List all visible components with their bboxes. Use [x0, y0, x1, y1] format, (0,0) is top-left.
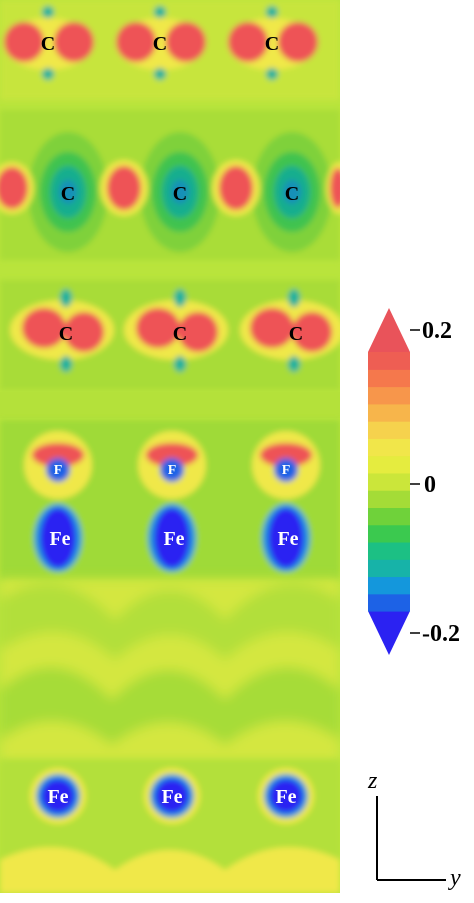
colorbar — [368, 308, 410, 655]
atom-label-fe: Fe — [47, 786, 68, 808]
atom-label-fe: Fe — [163, 528, 184, 550]
colorbar-min-label: -0.2 — [422, 621, 460, 647]
atom-label-c: C — [41, 33, 55, 55]
interstitial-pattern — [0, 580, 340, 760]
contour-map: C C C C C C C C C F F F Fe Fe Fe Fe Fe F… — [0, 0, 340, 893]
colorbar-level — [368, 455, 410, 474]
colorbar-level — [368, 421, 410, 439]
colorbar-level — [368, 352, 410, 370]
axes-indicator: z y — [367, 768, 461, 891]
z-axis-label: z — [367, 768, 378, 794]
colorbar-level — [368, 490, 410, 508]
colorbar-level — [368, 524, 410, 543]
colorbar-level — [368, 386, 410, 405]
atom-label-fe: Fe — [161, 786, 182, 808]
atom-label-c: C — [61, 183, 75, 205]
atom-label-c: C — [173, 323, 187, 345]
colorbar-level — [368, 438, 410, 457]
layer-c-bottom — [0, 280, 340, 390]
colorbar-level — [368, 507, 410, 526]
atom-labels: C C C C C C C C C F F F Fe Fe Fe Fe Fe F… — [41, 33, 303, 808]
colorbar-max-label: 0.2 — [422, 318, 452, 344]
atom-label-f: F — [168, 463, 177, 478]
colorbar-mid-label: 0 — [424, 472, 436, 498]
atom-label-c: C — [173, 183, 187, 205]
colorbar-level — [368, 593, 410, 612]
interlayer-band — [0, 392, 340, 418]
colorbar-min-arrow — [368, 611, 410, 655]
layer-fe-bottom — [0, 760, 340, 893]
colorbar-level — [368, 472, 410, 491]
y-axis-label: y — [448, 865, 461, 891]
layer-c-middle — [0, 110, 340, 260]
atom-label-fe: Fe — [277, 528, 298, 550]
layer-fe-surface — [0, 420, 340, 580]
atom-label-fe: Fe — [275, 786, 296, 808]
layer-c-top — [0, 0, 340, 100]
colorbar-level — [368, 369, 410, 388]
colorbar-level — [368, 576, 410, 595]
colorbar-max-arrow — [368, 308, 410, 352]
atom-label-c: C — [153, 33, 167, 55]
colorbar-level — [368, 403, 410, 422]
atom-label-c: C — [265, 33, 279, 55]
atom-label-c: C — [285, 183, 299, 205]
atom-label-f: F — [282, 463, 291, 478]
atom-label-c: C — [289, 323, 303, 345]
atom-label-c: C — [59, 323, 73, 345]
atom-label-f: F — [54, 463, 63, 478]
colorbar-level — [368, 559, 410, 578]
colorbar-level — [368, 541, 410, 560]
atom-label-fe: Fe — [49, 528, 70, 550]
